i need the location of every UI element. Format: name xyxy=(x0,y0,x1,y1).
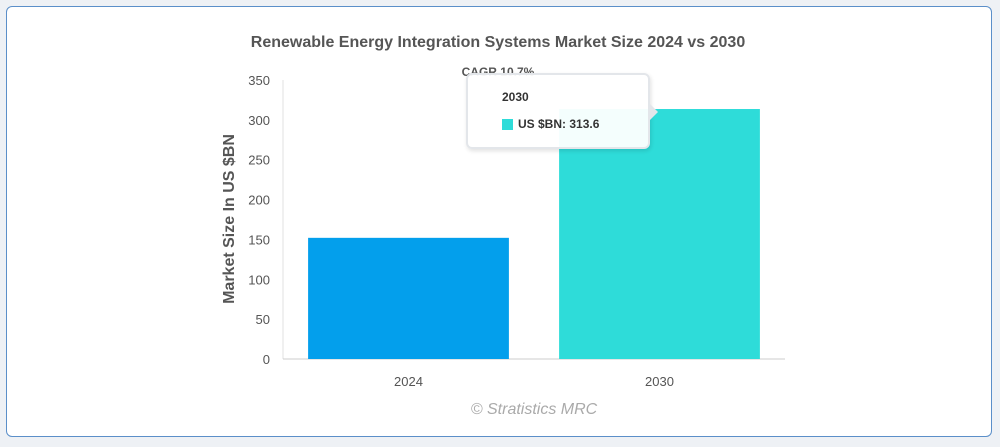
x-tick-label: 2024 xyxy=(394,374,423,389)
y-tick-label: 100 xyxy=(248,272,270,287)
bar-2030[interactable] xyxy=(559,109,760,360)
y-tick-label: 200 xyxy=(248,193,270,208)
tooltip-row: US $BN: 313.6 xyxy=(502,117,599,131)
y-axis-label: Market Size In US $BN xyxy=(221,134,238,304)
tooltip-title: 2030 xyxy=(502,90,529,104)
chart-title: Renewable Energy Integration Systems Mar… xyxy=(251,34,746,51)
y-tick-label: 300 xyxy=(248,113,270,128)
credit-text: © Stratistics MRC xyxy=(471,401,598,418)
y-tick-label: 250 xyxy=(248,153,270,168)
tooltip-value: 313.6 xyxy=(569,117,600,131)
y-tick-label: 50 xyxy=(256,312,270,327)
y-tick-label: 350 xyxy=(248,73,270,88)
y-tick-label: 0 xyxy=(263,352,270,367)
y-axis-ticks: 0 50 100 150 200 250 300 350 xyxy=(248,73,270,367)
tooltip-series-label: US $BN xyxy=(518,117,563,131)
bar-2024[interactable] xyxy=(308,237,509,359)
tooltip: 2030 US $BN: 313.6 xyxy=(466,73,658,149)
x-axis-ticks: 2024 2030 xyxy=(394,374,674,389)
bars xyxy=(308,109,760,360)
y-tick-label: 150 xyxy=(248,232,270,247)
tooltip-swatch xyxy=(502,118,513,130)
x-tick-label: 2030 xyxy=(645,374,674,389)
tooltip-separator: : xyxy=(562,117,570,131)
